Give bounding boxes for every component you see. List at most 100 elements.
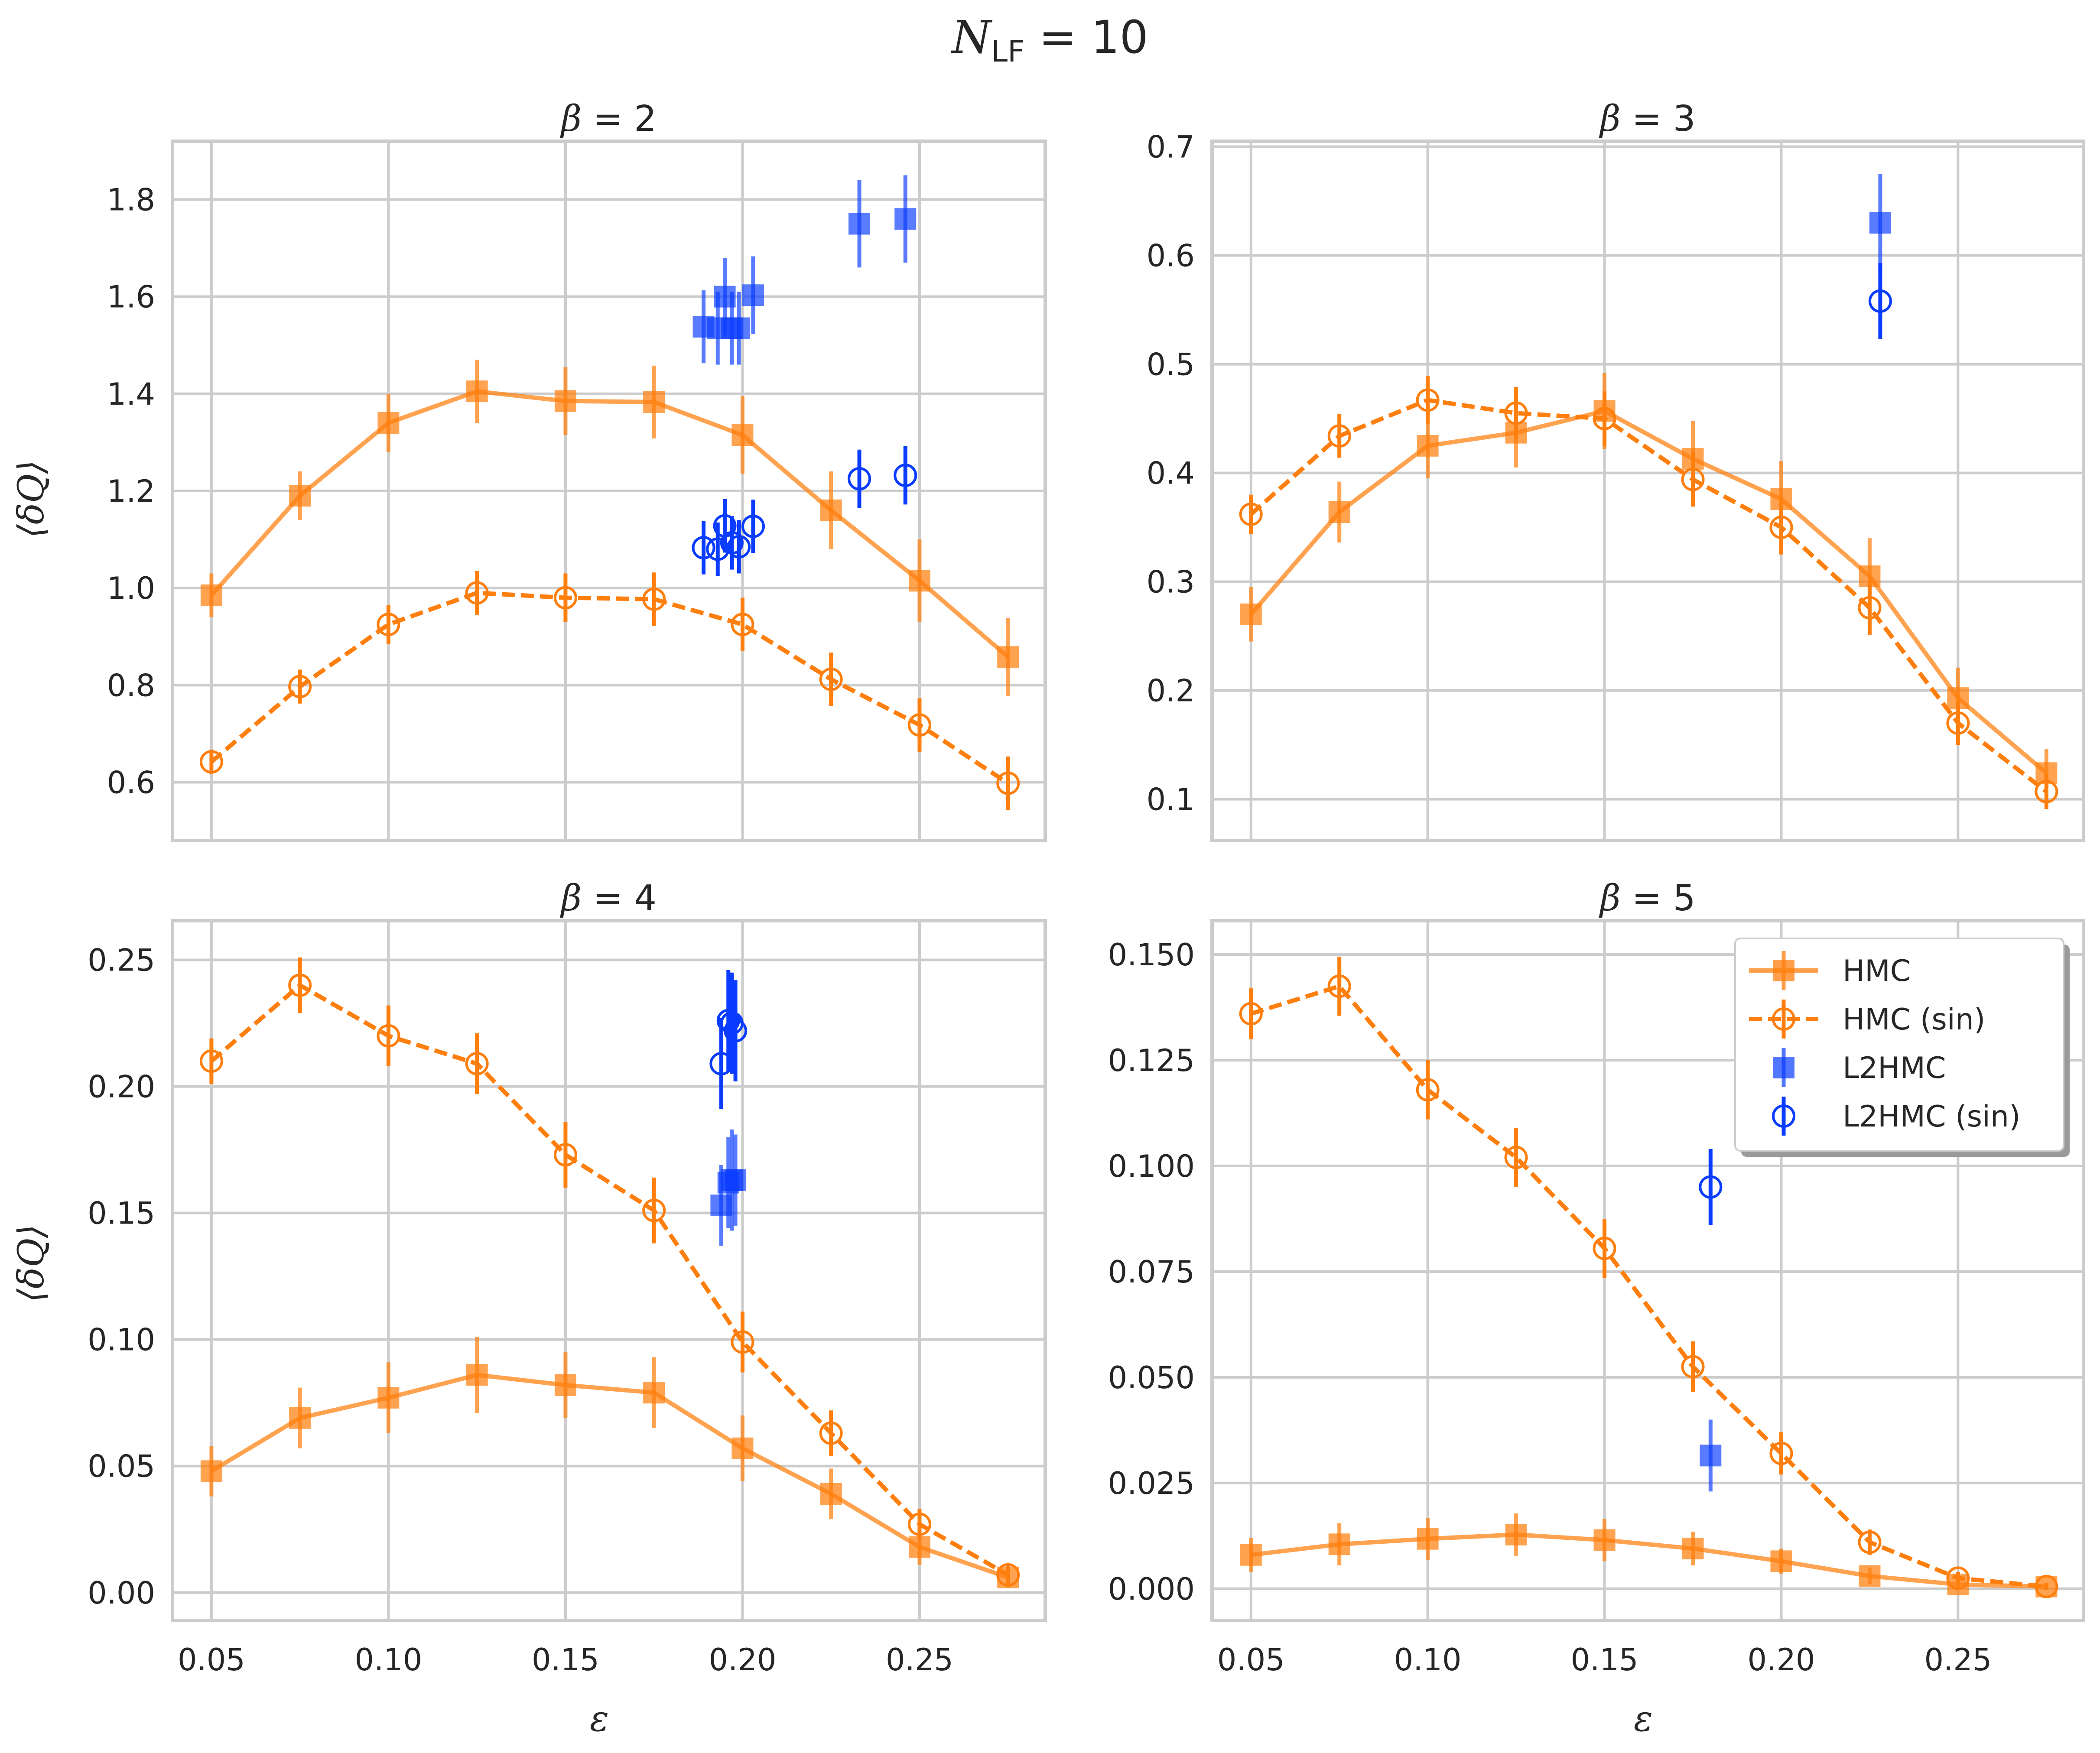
hmc-sin-point	[1593, 407, 1616, 431]
hmc-sin-point	[1239, 1002, 1263, 1026]
hmc-point	[908, 1536, 930, 1558]
legend-hmc-sin-label: HMC (sin)	[1843, 1003, 1985, 1037]
hmc-point	[466, 380, 488, 403]
hmc-point	[1505, 1523, 1527, 1545]
hmc-sin-point	[377, 613, 400, 636]
hmc-point	[820, 499, 842, 521]
hmc-sin-point	[1416, 1078, 1440, 1102]
y-tick-label: 1.2	[107, 474, 155, 509]
hmc-sin-point	[288, 973, 312, 997]
legend: HMC HMC (sin) L2HMC L2HMC (sin)	[1734, 938, 2070, 1157]
l2hmc-sin-point	[741, 514, 765, 538]
figure-title-n: N	[950, 11, 992, 64]
hmc-point	[643, 1382, 665, 1404]
hmc-point	[1682, 1538, 1704, 1560]
y-tick-label: 0.000	[1108, 1571, 1195, 1607]
l2hmc-sin-point	[1868, 289, 1892, 313]
y-tick-label: 1.8	[107, 182, 155, 218]
plot-frame	[1210, 140, 2085, 842]
y-tick-label: 0.00	[88, 1575, 155, 1611]
legend-hmc-sin-marker	[1772, 1007, 1795, 1031]
hmc-sin-point	[465, 581, 489, 605]
figure-title-rest: = 10	[1024, 11, 1148, 64]
hmc-point	[554, 1374, 576, 1396]
hmc-point	[908, 570, 930, 592]
y-tick-label: 0.125	[1108, 1043, 1195, 1078]
hmc-sin-line	[1250, 984, 2047, 1589]
hmc-sin-point	[907, 1513, 931, 1536]
plot-frame	[171, 140, 1047, 842]
panel-title-value: = 3	[1621, 98, 1696, 140]
y-tick-label: 0.25	[88, 943, 155, 978]
y-tick-label: 1.4	[107, 377, 155, 412]
hmc-point	[1240, 603, 1262, 625]
panel-title: β = 2	[560, 98, 657, 140]
hmc-point	[1593, 1529, 1616, 1551]
hmc-point	[1417, 1528, 1439, 1550]
l2hmc-sin-point	[692, 536, 715, 560]
l2hmc-point	[742, 284, 764, 306]
hmc-sin-point	[199, 750, 223, 774]
legend-l2hmc-sin-label: L2HMC (sin)	[1843, 1100, 2021, 1134]
y-axis-label-bottom: ⟨δQ⟩	[11, 1224, 52, 1303]
x-tick-label: 0.25	[1924, 1642, 1992, 1678]
y-tick-label: 0.10	[88, 1322, 155, 1358]
l2hmc-point	[725, 1169, 747, 1191]
hmc-sin-point	[199, 1049, 223, 1073]
y-tick-label: 0.05	[88, 1449, 155, 1484]
y-tick-label: 1.0	[107, 571, 155, 606]
hmc-point	[1328, 501, 1350, 523]
panel-title-value: = 2	[582, 98, 657, 140]
y-tick-label: 0.1	[1147, 782, 1195, 818]
y-tick-label: 0.20	[88, 1069, 155, 1105]
plot-frame	[1210, 919, 2085, 1622]
hmc-point	[731, 1437, 754, 1459]
x-tick-label: 0.15	[532, 1642, 599, 1678]
x-axis-label-right: ε	[1634, 1698, 1653, 1740]
hmc-sin-point	[1946, 1566, 1970, 1590]
hmc-sin-point	[1504, 401, 1528, 425]
panel-title: β = 5	[1599, 878, 1695, 919]
l2hmc-point	[894, 208, 917, 230]
hmc-sin-point	[1946, 711, 1970, 735]
l2hmc-point	[710, 1195, 732, 1217]
hmc-sin-point	[996, 771, 1020, 795]
panel-title-beta: β	[560, 878, 582, 919]
y-tick-label: 0.15	[88, 1196, 155, 1231]
legend-hmc-marker	[1773, 960, 1794, 981]
l2hmc-sin-point	[1699, 1175, 1723, 1199]
l2hmc-sin-point	[709, 1052, 733, 1076]
x-tick-label: 0.10	[1394, 1642, 1462, 1678]
hmc-point	[1417, 435, 1439, 457]
panel-beta-2: 0.6 0.8 1.0 1.2 1.4 1.6 1.8 β = 2	[107, 98, 1047, 842]
legend-l2hmc-marker	[1773, 1057, 1794, 1078]
l2hmc-sin-point	[848, 467, 871, 490]
hmc-point	[643, 391, 665, 413]
x-tick-label: 0.25	[886, 1642, 953, 1678]
x-tick-label: 0.05	[1217, 1642, 1285, 1678]
hmc-line	[1249, 409, 2048, 775]
y-tick-label: 0.150	[1108, 937, 1195, 973]
l2hmc-sin-point	[894, 464, 917, 487]
hmc-sin-point	[1858, 596, 1882, 620]
plot-frame	[171, 919, 1047, 1622]
hmc-point	[466, 1364, 488, 1386]
hmc-point	[820, 1483, 842, 1505]
legend-hmc-label: HMC	[1843, 954, 1911, 988]
hmc-point	[731, 424, 754, 446]
l2hmc-point	[1869, 212, 1891, 234]
hmc-sin-point	[1504, 1146, 1528, 1169]
hmc-sin-point	[288, 675, 312, 698]
hmc-point	[554, 390, 576, 412]
y-tick-label: 0.8	[107, 668, 155, 703]
hmc-sin-point	[2035, 780, 2058, 804]
panel-title-beta: β	[1599, 98, 1620, 140]
hmc-sin-line	[1249, 398, 2048, 793]
hmc-point	[377, 412, 400, 434]
hmc-point	[377, 1387, 400, 1409]
hmc-sin-point	[1327, 424, 1351, 448]
hmc-point	[1328, 1533, 1350, 1555]
legend-box	[1734, 938, 2064, 1152]
hmc-sin-point	[642, 587, 666, 611]
panel-title-beta: β	[1599, 878, 1620, 919]
